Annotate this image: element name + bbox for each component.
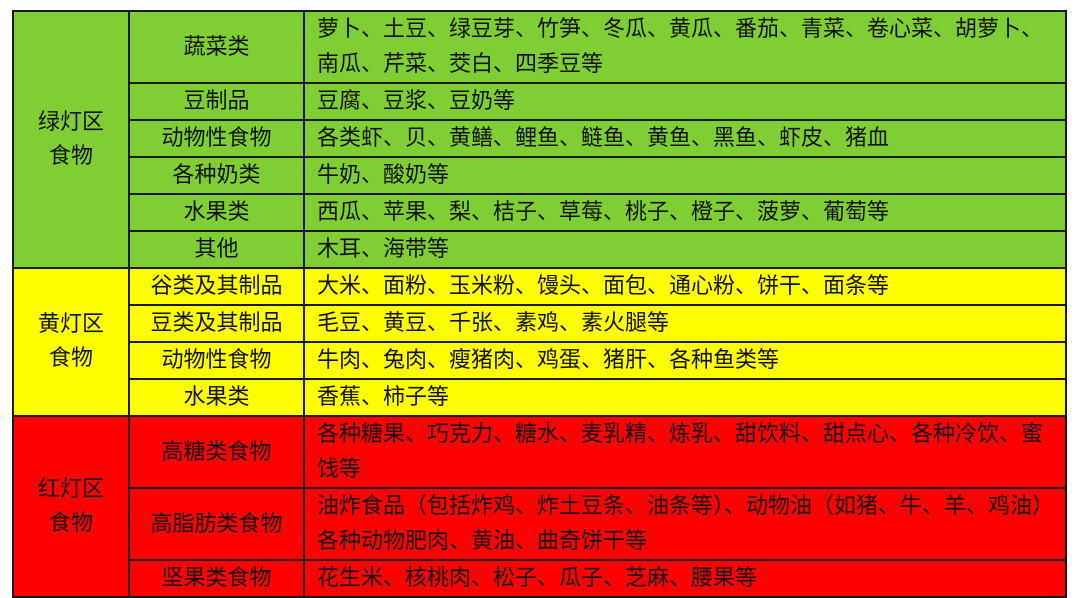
category-cell: 坚果类食物 bbox=[128, 559, 305, 598]
items-cell: 西瓜、苹果、梨、桔子、草莓、桃子、橙子、菠萝、葡萄等 bbox=[303, 193, 1067, 232]
zone-yellow: 黄灯区 食物 bbox=[12, 267, 130, 417]
table-row: 黄灯区食物 谷类及其制品 大米、面粉、玉米粉、馒头、面包、通心粉、饼干、面条等 bbox=[12, 267, 1067, 417]
table-row: 高脂肪类食物 油炸食品（包括炸鸡、炸土豆条、油条等）、动物油（如猪、牛、羊、鸡油… bbox=[13, 487, 1067, 561]
table-row: 绿灯区食物 蔬菜类 萝卜、土豆、绿豆芽、竹笋、冬瓜、黄瓜、番茄、青菜、卷心菜、胡… bbox=[12, 10, 1067, 269]
zone-label: 绿灯区 bbox=[37, 109, 104, 135]
items-cell: 油炸食品（包括炸鸡、炸土豆条、油条等）、动物油（如猪、牛、羊、鸡油）各种动物肥肉… bbox=[303, 487, 1067, 561]
table-row: 动物性食物 牛肉、兔肉、瘦猪肉、鸡蛋、猪肝、各种鱼类等 bbox=[13, 341, 1067, 380]
category-cell: 高脂肪类食物 bbox=[128, 487, 305, 561]
items-cell: 木耳、海带等 bbox=[303, 230, 1067, 269]
category-cell: 谷类及其制品 bbox=[128, 267, 305, 306]
zone-label: 黄灯区 bbox=[37, 312, 104, 337]
category-cell: 高糖类食物 bbox=[128, 415, 305, 489]
items-cell: 毛豆、黄豆、千张、素鸡、素火腿等 bbox=[303, 304, 1067, 343]
table-row: 豆类及其制品 毛豆、黄豆、千张、素鸡、素火腿等 bbox=[13, 304, 1067, 343]
items-cell: 花生米、核桃肉、松子、瓜子、芝麻、腰果等 bbox=[303, 559, 1067, 598]
zone-green: 绿灯区 食物 bbox=[12, 10, 130, 269]
food-traffic-light-table: 绿灯区食物 蔬菜类 萝卜、土豆、绿豆芽、竹笋、冬瓜、黄瓜、番茄、青菜、卷心菜、胡… bbox=[12, 10, 1067, 598]
zone-label: 食物 bbox=[48, 143, 93, 169]
table-row: 水果类 西瓜、苹果、梨、桔子、草莓、桃子、橙子、菠萝、葡萄等 bbox=[13, 193, 1067, 232]
category-cell: 动物性食物 bbox=[128, 119, 305, 158]
table-row: 坚果类食物 花生米、核桃肉、松子、瓜子、芝麻、腰果等 bbox=[13, 559, 1067, 598]
zone-label: 食物 bbox=[48, 346, 93, 371]
category-cell: 动物性食物 bbox=[128, 341, 305, 380]
table-row: 其他 木耳、海带等 bbox=[13, 230, 1067, 269]
table-row: 水果类 香蕉、柿子等 bbox=[13, 378, 1067, 417]
category-cell: 各种奶类 bbox=[128, 156, 305, 195]
items-cell: 各种糖果、巧克力、糖水、麦乳精、炼乳、甜饮料、甜点心、各种冷饮、蜜饯等 bbox=[303, 415, 1067, 489]
table-row: 动物性食物 各类虾、贝、黄鳝、鲤鱼、鲢鱼、黄鱼、黑鱼、虾皮、猪血 bbox=[13, 119, 1067, 158]
zone-label: 食物 bbox=[48, 510, 93, 536]
table-row: 红灯区食物 高糖类食物 各种糖果、巧克力、糖水、麦乳精、炼乳、甜饮料、甜点心、各… bbox=[12, 415, 1067, 598]
table-row: 各种奶类 牛奶、酸奶等 bbox=[13, 156, 1067, 195]
items-cell: 萝卜、土豆、绿豆芽、竹笋、冬瓜、黄瓜、番茄、青菜、卷心菜、胡萝卜、南瓜、芹菜、茭… bbox=[303, 10, 1067, 84]
category-cell: 蔬菜类 bbox=[128, 10, 305, 84]
zone-label: 红灯区 bbox=[37, 476, 104, 502]
items-cell: 豆腐、豆浆、豆奶等 bbox=[303, 82, 1067, 121]
category-cell: 豆类及其制品 bbox=[128, 304, 305, 343]
items-cell: 香蕉、柿子等 bbox=[303, 378, 1067, 417]
category-cell: 豆制品 bbox=[128, 82, 305, 121]
items-cell: 大米、面粉、玉米粉、馒头、面包、通心粉、饼干、面条等 bbox=[303, 267, 1067, 306]
category-cell: 其他 bbox=[128, 230, 305, 269]
items-cell: 牛肉、兔肉、瘦猪肉、鸡蛋、猪肝、各种鱼类等 bbox=[303, 341, 1067, 380]
category-cell: 水果类 bbox=[128, 378, 305, 417]
items-cell: 牛奶、酸奶等 bbox=[303, 156, 1067, 195]
items-cell: 各类虾、贝、黄鳝、鲤鱼、鲢鱼、黄鱼、黑鱼、虾皮、猪血 bbox=[303, 119, 1067, 158]
table-row: 豆制品 豆腐、豆浆、豆奶等 bbox=[13, 82, 1067, 121]
category-cell: 水果类 bbox=[128, 193, 305, 232]
zone-red: 红灯区 食物 bbox=[12, 415, 130, 598]
